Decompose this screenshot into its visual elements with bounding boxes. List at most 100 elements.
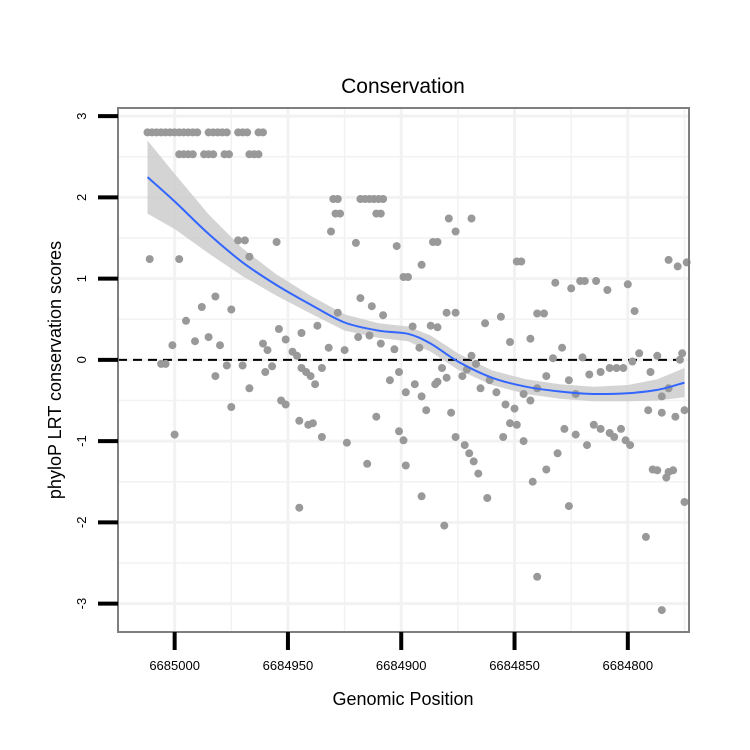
data-point: [564, 502, 573, 511]
data-point: [589, 420, 598, 429]
data-point: [549, 354, 557, 363]
data-point: [313, 321, 322, 330]
data-point: [460, 441, 469, 450]
data-point: [417, 260, 426, 269]
data-point: [467, 214, 476, 223]
data-point: [254, 150, 263, 159]
data-point: [340, 346, 349, 355]
data-point: [506, 338, 514, 346]
y-tick-label: 3: [74, 112, 89, 119]
data-point: [675, 355, 684, 364]
data-point: [596, 368, 605, 376]
x-tick-label: 6685000: [149, 658, 200, 673]
data-point: [596, 424, 605, 433]
data-point: [401, 461, 410, 470]
data-point: [499, 433, 508, 441]
y-tick-label: -2: [74, 517, 89, 529]
data-point: [644, 406, 653, 415]
data-point: [274, 325, 283, 333]
data-point: [399, 436, 408, 445]
data-point: [501, 400, 510, 409]
data-point: [293, 351, 301, 360]
data-point: [333, 308, 342, 317]
data-point: [245, 384, 254, 393]
data-point: [592, 277, 601, 285]
data-point: [356, 294, 365, 303]
data-point: [510, 404, 519, 413]
data-point: [268, 362, 277, 371]
data-point: [646, 368, 655, 376]
data-point: [295, 416, 304, 425]
data-point: [240, 236, 249, 245]
data-point: [417, 492, 426, 501]
data-point: [630, 307, 639, 316]
data-point: [680, 498, 689, 506]
data-point: [243, 128, 252, 137]
data-point: [583, 441, 591, 450]
plot-frame: [117, 107, 690, 633]
data-point: [379, 311, 388, 320]
x-tick-label: 6684900: [376, 658, 427, 673]
data-point: [669, 466, 678, 475]
data-point: [519, 437, 528, 446]
chart-title: Conservation: [341, 75, 465, 98]
data-point: [628, 357, 637, 366]
data-point: [458, 372, 467, 381]
data-point: [404, 273, 412, 281]
data-point: [610, 433, 619, 441]
data-point: [626, 441, 635, 450]
data-point: [379, 195, 388, 203]
data-point: [365, 331, 374, 340]
data-point: [558, 343, 567, 352]
axis-layer: 6685000 6684950 6684900 6684850 6684800 3 2 1 0 -…: [74, 112, 653, 673]
data-point: [542, 372, 551, 381]
data-point: [512, 420, 521, 429]
data-point: [227, 305, 236, 314]
data-point: [567, 284, 576, 293]
y-tick-label: 1: [74, 275, 89, 282]
data-point: [481, 319, 490, 328]
data-point: [517, 257, 526, 266]
data-point: [476, 384, 485, 393]
data-point: [408, 322, 417, 331]
data-point: [653, 351, 662, 360]
data-point: [145, 255, 154, 264]
data-point: [603, 286, 612, 294]
data-point: [193, 128, 202, 137]
data-point: [528, 477, 537, 486]
data-point: [451, 227, 460, 236]
data-point: [216, 341, 224, 350]
data-point: [472, 359, 480, 368]
data-point: [653, 466, 662, 475]
data-point: [392, 242, 401, 251]
data-point: [422, 406, 431, 415]
data-point: [209, 150, 218, 159]
data-point: [211, 292, 220, 301]
data-point: [188, 150, 197, 159]
data-point: [395, 368, 403, 376]
data-point: [438, 364, 446, 372]
data-point: [526, 396, 535, 405]
data-point: [308, 419, 317, 428]
data-point: [259, 128, 267, 137]
data-point: [327, 227, 335, 236]
data-point: [551, 278, 560, 287]
y-tick-label: 2: [74, 194, 89, 201]
data-point: [542, 465, 551, 474]
data-point: [324, 343, 333, 352]
data-point: [222, 128, 231, 137]
data-point: [664, 255, 673, 264]
data-point: [317, 364, 326, 372]
data-point: [297, 329, 306, 337]
data-point: [580, 277, 589, 285]
smooth-fit-line: [146, 176, 685, 396]
data-point: [342, 438, 351, 447]
data-point: [191, 337, 199, 346]
data-point: [673, 262, 682, 271]
data-point: [635, 349, 644, 358]
data-point: [571, 430, 580, 439]
data-point: [367, 302, 376, 311]
data-point: [519, 390, 528, 398]
data-point: [617, 424, 625, 433]
data-point: [540, 309, 548, 318]
